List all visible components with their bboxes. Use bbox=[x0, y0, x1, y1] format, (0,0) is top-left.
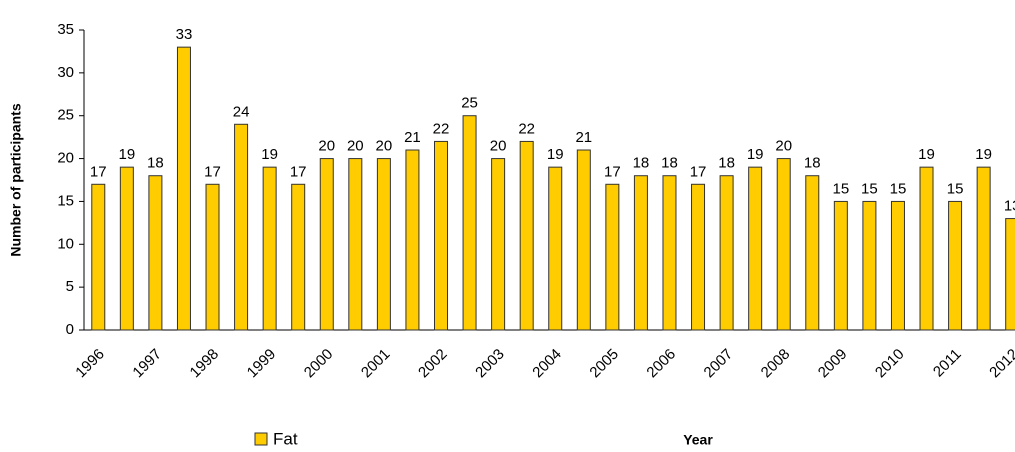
bar bbox=[262, 166, 277, 331]
bar bbox=[376, 158, 391, 331]
data-label: 19 bbox=[547, 146, 564, 163]
x-tick-label: 2002 bbox=[415, 346, 451, 382]
bar bbox=[805, 175, 820, 331]
bar bbox=[148, 175, 163, 331]
data-label: 19 bbox=[975, 146, 992, 163]
data-label: 22 bbox=[433, 120, 450, 137]
data-label: 22 bbox=[518, 120, 535, 137]
bar bbox=[890, 200, 905, 331]
data-label: 24 bbox=[233, 103, 250, 120]
data-label: 21 bbox=[575, 129, 592, 146]
y-axis-label: Number of participants bbox=[8, 103, 24, 256]
bar bbox=[833, 200, 848, 331]
data-label: 19 bbox=[118, 146, 135, 163]
bar bbox=[491, 158, 506, 331]
legend-label: Fat bbox=[273, 429, 298, 448]
bar bbox=[405, 149, 420, 331]
bar bbox=[205, 183, 220, 331]
x-tick-label: 2001 bbox=[358, 346, 394, 382]
data-label: 19 bbox=[918, 146, 935, 163]
data-label: 19 bbox=[747, 146, 764, 163]
bar bbox=[548, 166, 563, 331]
bar bbox=[776, 158, 791, 331]
bar bbox=[234, 123, 249, 331]
y-tick-label: 10 bbox=[57, 235, 74, 252]
bar bbox=[319, 158, 334, 331]
x-tick-label: 2010 bbox=[872, 346, 908, 382]
data-label: 15 bbox=[832, 180, 849, 197]
y-tick-label: 30 bbox=[57, 64, 74, 81]
bar bbox=[691, 183, 706, 331]
y-tick-label: 15 bbox=[57, 192, 74, 209]
x-axis-label: Year bbox=[683, 432, 713, 448]
bar bbox=[662, 175, 677, 331]
bar bbox=[119, 166, 134, 331]
data-label: 20 bbox=[376, 138, 393, 155]
bar bbox=[605, 183, 620, 331]
bar bbox=[1005, 218, 1015, 331]
bar bbox=[91, 183, 106, 331]
data-label: 21 bbox=[404, 129, 421, 146]
bar bbox=[462, 115, 477, 331]
bar bbox=[519, 140, 534, 331]
data-label: 20 bbox=[775, 138, 792, 155]
bar bbox=[748, 166, 763, 331]
data-label: 20 bbox=[347, 138, 364, 155]
data-label: 15 bbox=[947, 180, 964, 197]
bar bbox=[633, 175, 648, 331]
data-label: 17 bbox=[204, 163, 221, 180]
data-label: 18 bbox=[661, 155, 678, 172]
x-tick-label: 2007 bbox=[701, 346, 737, 382]
x-tick-label: 2008 bbox=[758, 346, 794, 382]
x-tick-label: 2012 bbox=[986, 346, 1015, 382]
bar bbox=[976, 166, 991, 331]
data-label: 15 bbox=[861, 180, 878, 197]
bar bbox=[434, 140, 448, 331]
y-tick-label: 0 bbox=[66, 321, 74, 338]
data-label: 17 bbox=[690, 163, 707, 180]
x-tick-label: 2004 bbox=[529, 346, 565, 382]
x-tick-label: 2005 bbox=[586, 346, 622, 382]
data-label: 19 bbox=[261, 146, 278, 163]
data-label: 17 bbox=[290, 163, 307, 180]
x-tick-label: 2003 bbox=[472, 346, 508, 382]
data-label: 17 bbox=[604, 163, 621, 180]
bar bbox=[576, 149, 591, 331]
bar bbox=[719, 175, 734, 331]
data-label: 15 bbox=[890, 180, 907, 197]
data-label: 20 bbox=[490, 138, 507, 155]
data-label: 18 bbox=[804, 155, 821, 172]
data-label: 20 bbox=[318, 138, 335, 155]
data-label: 18 bbox=[147, 155, 164, 172]
data-label: 18 bbox=[718, 155, 735, 172]
bar bbox=[176, 46, 191, 331]
bar bbox=[919, 166, 934, 331]
y-tick-label: 20 bbox=[57, 150, 74, 167]
x-tick-label: 1996 bbox=[72, 346, 108, 382]
bar bbox=[862, 200, 877, 331]
y-tick-label: 25 bbox=[57, 107, 74, 124]
x-tick-label: 2009 bbox=[815, 346, 851, 382]
x-tick-label: 1998 bbox=[187, 346, 223, 382]
data-label: 25 bbox=[461, 95, 478, 112]
data-label: 17 bbox=[90, 163, 107, 180]
y-tick-label: 5 bbox=[66, 278, 74, 295]
data-label: 18 bbox=[633, 155, 650, 172]
data-label: 13 bbox=[1004, 198, 1015, 215]
bar bbox=[348, 158, 363, 331]
x-tick-label: 2006 bbox=[643, 346, 679, 382]
y-tick-label: 35 bbox=[57, 21, 74, 38]
bar bbox=[948, 200, 963, 331]
bar bbox=[291, 183, 306, 331]
x-tick-label: 1999 bbox=[244, 346, 280, 382]
x-tick-label: 2011 bbox=[930, 346, 965, 381]
data-label: 33 bbox=[176, 26, 193, 43]
x-tick-label: 2000 bbox=[301, 346, 337, 382]
x-tick-label: 1997 bbox=[129, 346, 165, 382]
legend-swatch bbox=[254, 432, 268, 446]
